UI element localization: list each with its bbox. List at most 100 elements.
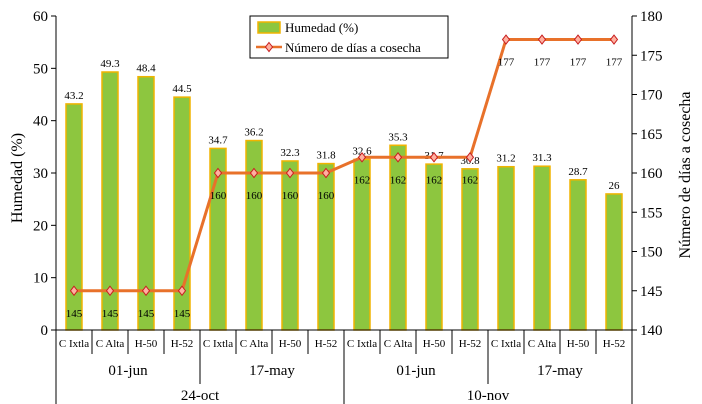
days-value-label: 145 (174, 308, 191, 320)
y-tick-label: 20 (33, 218, 48, 234)
days-marker (573, 34, 583, 45)
bar-value-label: 31.3 (532, 152, 552, 164)
bar (389, 144, 407, 331)
bar-value-label: 48.4 (136, 63, 156, 75)
bar-value-label: 36.2 (244, 127, 263, 139)
days-value-label: 145 (66, 308, 83, 320)
days-value-label: 177 (534, 57, 551, 69)
bar-value-label: 32.6 (352, 145, 372, 157)
bar-labels-layer: 43.2 49.3 48.4 44.5 34.7 36.2 32.3 31.8 32.6 35.3… (64, 58, 620, 192)
y2-tick-label: 155 (640, 205, 663, 221)
y2-tick-label: 140 (640, 323, 663, 339)
bar-value-label: 35.3 (388, 131, 408, 143)
category-label: H-50 (135, 338, 158, 350)
y2-tick-label: 165 (640, 127, 663, 143)
days-value-label: 160 (282, 190, 299, 202)
category-label: H-52 (171, 338, 194, 350)
ticks-layer: 0 10 20 30 40 50 60 140 145 150 155 160 165 170 175 180 (33, 9, 663, 339)
category-label: C Ixtla (203, 338, 233, 350)
legend-label-dias: Número de días a cosecha (285, 40, 421, 55)
category-label: C Alta (384, 338, 413, 350)
days-value-label: 162 (354, 174, 371, 186)
bar (461, 168, 479, 331)
bar (533, 165, 551, 331)
category-label: H-52 (603, 338, 626, 350)
days-line (74, 38, 614, 293)
bar-value-label: 49.3 (100, 58, 120, 70)
bar-value-label: 44.5 (172, 83, 192, 95)
category-label: H-52 (315, 338, 338, 350)
days-value-label: 145 (138, 308, 155, 320)
legend-label-humedad: Humedad (%) (285, 20, 358, 35)
bar-value-label: 28.7 (568, 166, 588, 178)
days-marker (609, 34, 619, 45)
days-value-label: 177 (606, 57, 623, 69)
y-tick-label: 0 (41, 323, 49, 339)
days-marker (393, 151, 403, 163)
days-value-label: 160 (318, 190, 335, 202)
y-tick-label: 30 (33, 166, 48, 182)
category-label: C Alta (528, 338, 557, 350)
y-axis-title: Humedad (%) (9, 133, 26, 223)
sowing-date-label: 01-jun (108, 363, 148, 379)
bar (497, 165, 515, 331)
days-value-label: 162 (426, 174, 443, 186)
category-label: C Ixtla (347, 338, 377, 350)
y-tick-label: 40 (33, 114, 48, 130)
category-label: H-50 (279, 338, 302, 350)
days-marker (285, 167, 295, 179)
legend-box (249, 15, 449, 59)
bar-value-label: 31.8 (316, 150, 336, 162)
category-label: C Alta (240, 338, 269, 350)
category-label: H-50 (567, 338, 590, 350)
bar (605, 193, 623, 331)
y2-axis-title: Número de días a cosecha (677, 91, 694, 258)
y2-tick-label: 150 (640, 245, 663, 261)
category-label: H-50 (423, 338, 446, 350)
days-marker (249, 167, 259, 179)
days-value-label: 177 (498, 57, 515, 69)
category-label: H-52 (459, 338, 482, 350)
days-marker (141, 285, 151, 297)
y2-tick-label: 160 (640, 166, 663, 182)
bar (281, 160, 299, 331)
bar (65, 103, 83, 331)
bar (317, 162, 335, 331)
days-marker (105, 285, 115, 297)
days-marker (537, 34, 547, 45)
days-value-label: 177 (570, 57, 587, 69)
days-value-label: 160 (246, 190, 263, 202)
category-label: C Alta (96, 338, 125, 350)
days-marker (465, 151, 475, 163)
y2-tick-label: 175 (640, 48, 663, 64)
days-marker (213, 167, 223, 179)
y-tick-label: 50 (33, 61, 48, 77)
days-marker (501, 34, 511, 45)
y-tick-label: 10 (33, 271, 48, 287)
bar (425, 163, 443, 331)
legend-swatch-humedad (257, 21, 281, 34)
days-value-label: 145 (102, 308, 119, 320)
category-axis: C Ixtla C Alta H-50 H-52 C Ixtla C Alta H-50 H-… (55, 330, 633, 404)
days-marker (429, 151, 439, 163)
bar-value-label: 32.3 (280, 147, 300, 159)
bar-value-label: 34.7 (208, 134, 228, 146)
y-tick-label: 60 (33, 9, 48, 25)
y2-tick-label: 170 (640, 88, 663, 104)
y2-tick-label: 180 (640, 9, 663, 25)
bar-value-label: 43.2 (64, 90, 83, 102)
line-layer: 145 145 145 145 160 160 160 160 162 162 162 162 177 1… (66, 34, 623, 320)
days-value-label: 160 (210, 190, 227, 202)
legend: Humedad (%) Número de días a cosecha (249, 15, 449, 59)
bars-layer (65, 71, 623, 331)
category-label: C Ixtla (59, 338, 89, 350)
harvest-date-label: 24-oct (181, 388, 220, 404)
sowing-date-label: 01-jun (396, 363, 436, 379)
days-value-label: 162 (390, 174, 407, 186)
bar-value-label: 26 (609, 180, 621, 192)
sowing-date-label: 17-may (537, 363, 583, 379)
days-value-label: 162 (462, 174, 479, 186)
bar (569, 179, 587, 331)
days-marker (357, 151, 367, 163)
category-label: C Ixtla (491, 338, 521, 350)
